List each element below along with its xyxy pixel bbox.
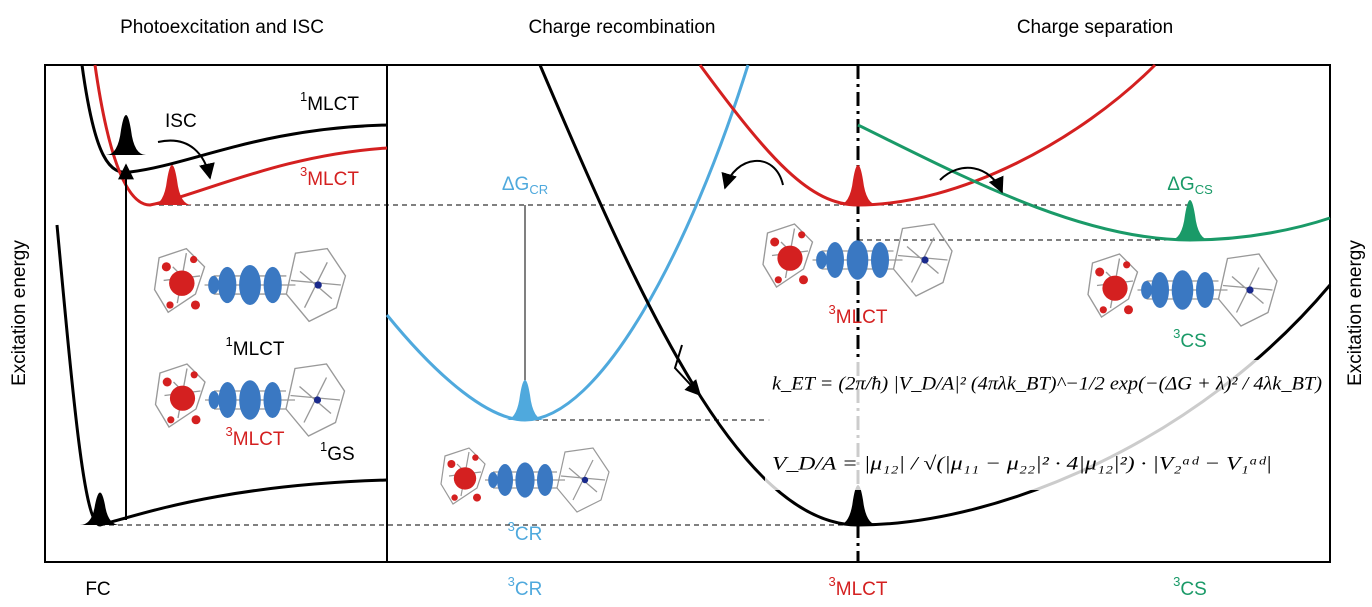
label-part: CR	[515, 579, 542, 600]
delta-g-label: ΔGCR	[502, 174, 548, 197]
diagram: Photoexcitation and ISC Charge recombina…	[0, 0, 1372, 607]
label-part: MLCT	[233, 339, 285, 360]
label-part: CR	[529, 182, 548, 197]
molecule-label: 1MLCT	[226, 334, 285, 360]
label-part: 3	[829, 574, 836, 589]
label-part: GS	[327, 444, 354, 465]
equation: V_D/A = |μ₁₂| / √(|μ₁₁ − μ₂₂|² · 4|μ₁₂|²…	[772, 453, 1272, 474]
header: Charge separation	[1017, 17, 1173, 38]
axis-label: Excitation energy	[9, 240, 30, 386]
equation: k_ET = (2π/ħ) |V_D/A|² (4πλk_BT)^−1/2 ex…	[772, 373, 1322, 394]
label-part: 3	[300, 164, 307, 179]
label-part: 3	[508, 574, 515, 589]
label-part: 3	[1173, 326, 1180, 341]
state-label: 1MLCT	[300, 89, 359, 115]
axis-label: Excitation energy	[1345, 240, 1366, 386]
label-part: MLCT	[836, 579, 888, 600]
label-part: 3	[508, 519, 515, 534]
state-label: 3MLCT	[300, 164, 359, 190]
isc-label: ISC	[165, 111, 197, 132]
x-label: 3MLCT	[829, 574, 888, 600]
label-part: 3	[226, 424, 233, 439]
label-part: 3	[1173, 574, 1180, 589]
label-part: MLCT	[307, 169, 359, 190]
delta-g-label: ΔGCS	[1167, 174, 1213, 197]
x-label: 3CS	[1173, 574, 1207, 600]
label-part: CS	[1180, 331, 1206, 352]
molecule-label: 3MLCT	[829, 302, 888, 328]
label-part: 1	[320, 439, 327, 454]
label-part: ΔG	[1167, 174, 1194, 195]
label-part: CS	[1180, 579, 1206, 600]
label-part: MLCT	[836, 307, 888, 328]
molecule-label: 3CR	[508, 519, 543, 545]
label-part: MLCT	[307, 94, 359, 115]
label-part: ΔG	[502, 174, 529, 195]
header: Charge recombination	[529, 17, 716, 38]
header: Photoexcitation and ISC	[120, 17, 324, 38]
molecule-label: 3CS	[1173, 326, 1207, 352]
x-label: 3CR	[508, 574, 543, 600]
x-label: FC	[85, 579, 110, 600]
label-part: 3	[829, 302, 836, 317]
molecule-label: 3MLCT	[226, 424, 285, 450]
label-part: CR	[515, 524, 542, 545]
label-part: MLCT	[233, 429, 285, 450]
label-part: 1	[300, 89, 307, 104]
label-part: CS	[1195, 182, 1213, 197]
state-label: 1GS	[320, 439, 355, 465]
label-part: 1	[226, 334, 233, 349]
